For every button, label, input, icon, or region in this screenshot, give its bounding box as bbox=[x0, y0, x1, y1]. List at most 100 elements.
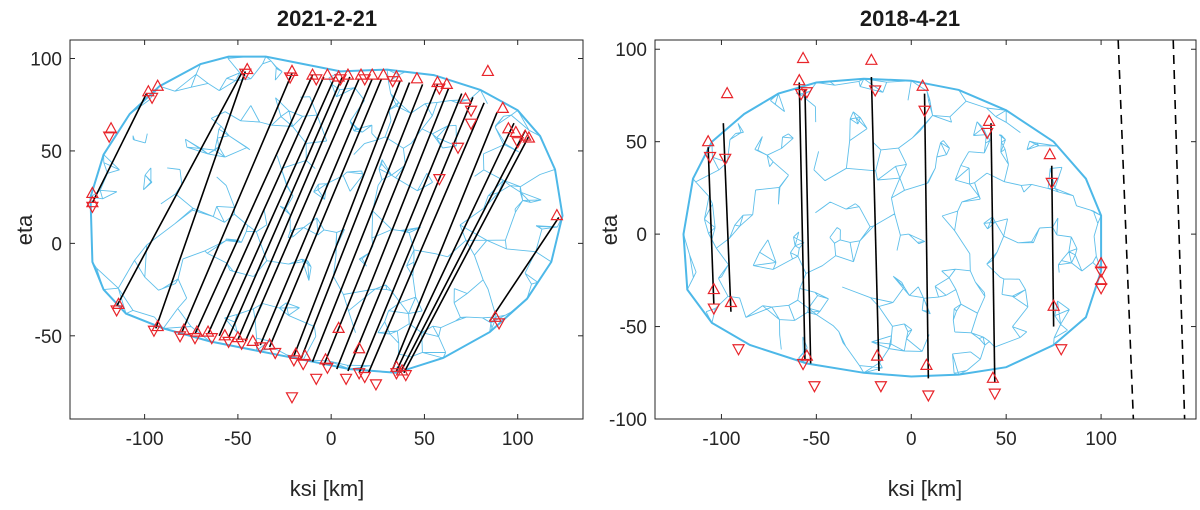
marker-up-triangle bbox=[796, 51, 810, 64]
chord-line bbox=[237, 76, 351, 340]
x-tick-label: 50 bbox=[996, 429, 1017, 450]
marker-down-triangle bbox=[874, 381, 888, 393]
chord-line bbox=[227, 76, 344, 338]
x-axis-label: ksi [km] bbox=[290, 476, 365, 501]
marker-up-triangle bbox=[430, 75, 445, 88]
chord-line bbox=[489, 217, 560, 322]
marker-up-triangle bbox=[458, 91, 472, 104]
shape-outline bbox=[89, 55, 564, 374]
marker-up-triangle bbox=[518, 128, 532, 141]
marker-up-triangle bbox=[341, 67, 355, 80]
chord-line bbox=[990, 123, 996, 383]
marker-up-triangle bbox=[151, 78, 165, 91]
chord-line bbox=[722, 123, 732, 312]
marker-down-triangle bbox=[718, 153, 732, 166]
marker-down-triangle bbox=[285, 392, 299, 405]
marker-down-triangle bbox=[464, 118, 478, 131]
y-tick-label: -100 bbox=[609, 410, 647, 431]
marker-down-triangle bbox=[732, 344, 746, 356]
marker-up-triangle bbox=[1094, 256, 1108, 269]
x-tick-label: -100 bbox=[126, 429, 164, 450]
marker-up-triangle bbox=[285, 64, 299, 77]
marker-down-triangle bbox=[921, 390, 935, 403]
marker-up-triangle bbox=[864, 53, 878, 65]
marker-down-triangle bbox=[703, 151, 717, 164]
chart-title: 2018-4-21 bbox=[860, 6, 960, 31]
marker-down-triangle bbox=[283, 72, 297, 85]
marker-down-triangle bbox=[432, 83, 446, 96]
x-tick-label: 0 bbox=[906, 429, 917, 450]
y-tick-label: 0 bbox=[636, 225, 647, 246]
marker-up-triangle bbox=[231, 330, 245, 343]
x-tick-label: -50 bbox=[224, 429, 251, 450]
marker-down-triangle bbox=[451, 142, 465, 155]
chord-line bbox=[923, 93, 930, 379]
chord-line bbox=[268, 78, 383, 348]
chord-line bbox=[870, 76, 880, 371]
marker-down-triangle bbox=[147, 325, 161, 338]
y-tick-label: -50 bbox=[620, 318, 647, 339]
marker-down-triangle bbox=[268, 347, 282, 360]
tick-layer: -100 -50 0 50 100 -50 0 50 100 bbox=[30, 40, 583, 450]
chord-line bbox=[798, 82, 806, 360]
marker-down-triangle bbox=[102, 131, 116, 144]
marker-down-triangle bbox=[333, 74, 348, 87]
marker-up-triangle bbox=[332, 321, 346, 334]
chord-line bbox=[336, 87, 450, 370]
chord-line bbox=[403, 135, 530, 374]
marker-down-triangle bbox=[1045, 177, 1059, 190]
marker-up-triangle bbox=[916, 78, 930, 91]
marker-down-triangle bbox=[868, 85, 882, 98]
marker-down-triangle bbox=[110, 305, 124, 318]
marker-up-triangle bbox=[389, 359, 403, 372]
y-tick-label: 100 bbox=[30, 49, 62, 70]
marker-down-triangle bbox=[800, 87, 814, 100]
marker-up-triangle bbox=[986, 371, 1000, 383]
marker-up-triangle bbox=[410, 71, 424, 84]
marker-down-triangle bbox=[988, 388, 1002, 401]
plot-content bbox=[682, 40, 1186, 419]
chord-line bbox=[155, 71, 247, 329]
chord-line bbox=[115, 69, 245, 307]
plot-content bbox=[85, 55, 564, 405]
marker-down-triangle bbox=[432, 174, 446, 186]
marker-down-triangle bbox=[492, 318, 506, 331]
axes-frame bbox=[654, 39, 1197, 420]
marker-down-triangle bbox=[173, 331, 187, 344]
y-tick-label: -50 bbox=[35, 327, 62, 348]
marker-up-triangle bbox=[104, 121, 118, 134]
y-axis-label: eta bbox=[12, 214, 37, 245]
marker-down-triangle bbox=[399, 370, 413, 382]
marker-down-triangle bbox=[918, 105, 932, 118]
x-tick-label: -50 bbox=[803, 429, 830, 450]
marker-down-triangle bbox=[320, 362, 334, 375]
chart-title: 2021-2-21 bbox=[277, 6, 377, 31]
y-tick-label: 50 bbox=[626, 133, 647, 154]
marker-down-triangle bbox=[205, 333, 219, 345]
chord-line bbox=[181, 72, 293, 333]
marker-down-triangle bbox=[309, 373, 323, 386]
y-axis-label: eta bbox=[597, 214, 622, 245]
chord-line bbox=[300, 82, 411, 359]
marker-down-triangle bbox=[1094, 283, 1108, 295]
chord-line bbox=[311, 84, 424, 362]
marker-down-triangle bbox=[358, 74, 372, 87]
marker-down-triangle bbox=[980, 127, 994, 140]
axes-frame bbox=[69, 39, 584, 420]
chord-line bbox=[367, 102, 485, 374]
marker-up-triangle bbox=[85, 195, 99, 208]
marker-up-triangle bbox=[320, 67, 334, 80]
marker-up-triangle bbox=[298, 348, 312, 361]
marker-up-triangle bbox=[319, 352, 333, 365]
marker-up-triangle bbox=[870, 348, 884, 361]
marker-down-triangle bbox=[253, 342, 267, 355]
marker-down-triangle bbox=[707, 303, 721, 316]
chord-line bbox=[804, 89, 812, 364]
marker-down-triangle bbox=[85, 201, 99, 214]
marker-up-triangle bbox=[701, 134, 715, 147]
marker-down-triangle bbox=[386, 76, 400, 88]
marker-down-triangle bbox=[296, 358, 310, 371]
marker-up-triangle bbox=[352, 341, 366, 354]
shape-mesh bbox=[683, 78, 1102, 376]
marker-up-triangle bbox=[289, 347, 303, 359]
